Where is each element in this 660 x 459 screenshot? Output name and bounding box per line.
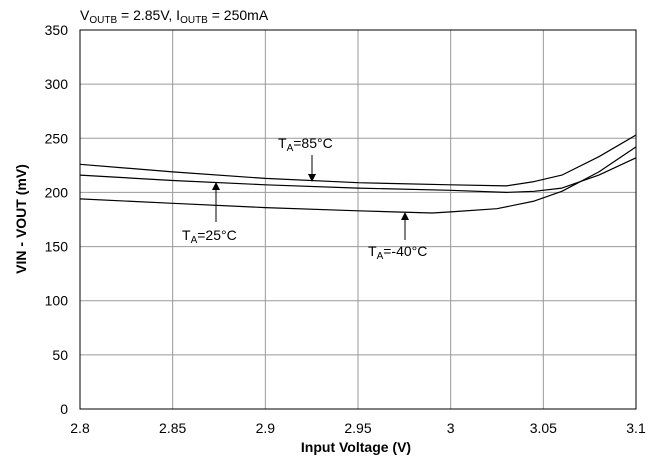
- y-axis-title: VIN - VOUT (mV): [13, 164, 29, 274]
- x-tick-label: 2.85: [159, 420, 186, 436]
- x-axis-title: Input Voltage (V): [301, 439, 411, 455]
- annotation-25c: TA=25°C: [182, 227, 237, 246]
- chart-title: VOUTB = 2.85V, IOUTB = 250mA: [80, 7, 269, 26]
- y-tick-label: 300: [45, 76, 69, 92]
- annotations: TA=85°C TA=25°C TA=-40°C: [182, 135, 427, 262]
- grid: [80, 30, 636, 409]
- x-tick-label: 3: [447, 420, 455, 436]
- arrow-85c: [308, 155, 316, 182]
- y-tick-label: 150: [45, 239, 69, 255]
- annotation-minus40c: TA=-40°C: [368, 243, 427, 262]
- x-tick-label: 3.05: [530, 420, 557, 436]
- x-tick-label: 2.8: [70, 420, 90, 436]
- x-tick-labels: 2.8 2.85 2.9 2.95 3 3.05 3.1: [70, 420, 646, 436]
- x-tick-label: 2.95: [344, 420, 371, 436]
- y-tick-label: 0: [60, 401, 68, 417]
- y-tick-label: 100: [45, 293, 69, 309]
- y-tick-label: 50: [52, 347, 68, 363]
- y-tick-label: 200: [45, 184, 69, 200]
- y-tick-labels: 0 50 100 150 200 250 300 350: [45, 22, 69, 417]
- x-tick-label: 3.1: [626, 420, 646, 436]
- y-tick-label: 250: [45, 130, 69, 146]
- x-tick-label: 2.9: [256, 420, 276, 436]
- y-tick-label: 350: [45, 22, 69, 38]
- arrow-25c: [212, 182, 220, 222]
- arrow-minus40c: [401, 212, 409, 240]
- annotation-85c: TA=85°C: [278, 135, 333, 154]
